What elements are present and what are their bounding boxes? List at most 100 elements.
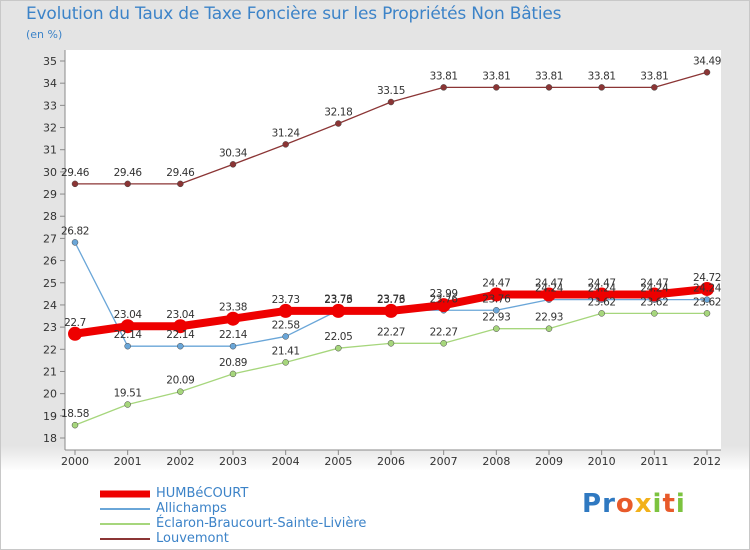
data-point: [71, 421, 79, 429]
data-point: [493, 325, 500, 332]
data-point: [177, 388, 184, 395]
data-label: 31.24: [272, 127, 301, 139]
data-point: [282, 333, 289, 340]
data-point: [440, 340, 447, 347]
y-tick-label: 33: [43, 99, 57, 112]
legend-label-louvemont: Louvemont: [156, 531, 229, 546]
legend-item: Allichamps: [100, 501, 366, 516]
y-tick-label: 23: [43, 321, 57, 334]
data-point: [282, 359, 289, 366]
data-label: 24.24: [640, 283, 669, 295]
y-tick-label: 25: [43, 277, 57, 290]
data-label: 22.27: [430, 326, 458, 338]
data-point: [68, 326, 82, 341]
x-tick-label: 2000: [61, 455, 89, 468]
data-point: [651, 84, 658, 91]
data-point: [331, 303, 346, 318]
data-point: [71, 239, 79, 246]
y-tick-label: 20: [43, 388, 57, 401]
x-tick-label: 2002: [166, 455, 194, 468]
y-tick-label: 31: [43, 144, 57, 157]
data-point: [124, 180, 131, 188]
x-tick-label: 2008: [482, 455, 510, 468]
data-label: 30.34: [219, 147, 248, 159]
data-label: 29.46: [166, 167, 195, 179]
data-point: [124, 342, 131, 350]
data-label: 21.41: [272, 345, 300, 357]
data-point: [545, 325, 553, 332]
data-point: [594, 287, 609, 302]
data-point: [229, 161, 237, 168]
data-label: 23.76: [482, 293, 511, 305]
data-label: 23.73: [377, 294, 405, 306]
y-tick-label: 32: [43, 122, 57, 135]
proxiti-logo: Proxiti: [582, 489, 686, 519]
data-label: 22.93: [535, 312, 563, 324]
data-label: 33.81: [588, 70, 616, 82]
data-point: [278, 303, 293, 318]
y-tick-label: 26: [43, 255, 57, 268]
data-label: 33.81: [535, 70, 563, 82]
data-label: 22.27: [377, 326, 405, 338]
data-label: 18.58: [61, 408, 89, 420]
data-point: [177, 180, 184, 188]
logo-text: Proxiti: [582, 489, 686, 519]
data-label: 23.04: [114, 309, 143, 321]
y-tick-label: 30: [43, 166, 57, 179]
x-tick-label: 2004: [272, 455, 300, 468]
data-point: [229, 370, 237, 378]
data-point: [173, 319, 188, 334]
legend-item: Louvemont: [100, 531, 366, 546]
data-point: [647, 287, 662, 302]
x-tick-label: 2007: [430, 455, 458, 468]
data-point: [71, 180, 79, 188]
y-tick-label: 34: [43, 77, 57, 90]
data-point: [282, 141, 289, 148]
data-label: 22.14: [166, 329, 195, 341]
y-tick-label: 21: [43, 365, 57, 378]
data-point: [598, 310, 605, 317]
data-label: 23.62: [588, 296, 616, 308]
x-tick-label: 2012: [693, 455, 721, 468]
data-label: 29.46: [114, 167, 143, 179]
legend-item: HUMBéCOURT: [100, 486, 366, 501]
x-tick-label: 2009: [535, 455, 563, 468]
data-label: 33.15: [377, 85, 405, 97]
data-label: 23.73: [324, 294, 352, 306]
data-point: [493, 307, 500, 314]
data-label: 24.72: [693, 272, 721, 284]
data-point: [387, 98, 395, 106]
data-point: [703, 296, 711, 303]
data-point: [651, 310, 658, 317]
legend-label-eclaron: Éclaron-Braucourt-Sainte-Livière: [156, 516, 367, 531]
data-label: 23.73: [272, 294, 300, 306]
y-tick-label: 27: [43, 232, 57, 245]
data-point: [703, 310, 711, 317]
data-point: [124, 401, 131, 408]
data-label: 33.81: [482, 70, 510, 82]
data-label: 23.76: [430, 293, 459, 305]
data-label: 24.24: [535, 283, 564, 295]
data-point: [700, 281, 714, 296]
data-label: 23.62: [693, 296, 721, 308]
data-label: 26.82: [61, 225, 89, 237]
data-label: 33.81: [640, 70, 668, 82]
data-label: 23.76: [324, 293, 353, 305]
data-point: [493, 84, 500, 91]
legend-label-humbecourt: HUMBéCOURT: [156, 486, 249, 501]
y-tick-label: 35: [43, 55, 57, 68]
data-label: 23.99: [430, 288, 458, 300]
legend: HUMBéCOURT Allichamps Éclaron-Braucourt-…: [100, 486, 366, 546]
chart-title: Evolution du Taux de Taxe Foncière sur l…: [26, 4, 562, 24]
data-label: 23.38: [219, 302, 247, 314]
data-label: 32.18: [324, 107, 352, 119]
data-label: 24.24: [588, 283, 617, 295]
legend-item: Éclaron-Braucourt-Sainte-Livière: [100, 516, 366, 531]
data-label: 19.51: [114, 388, 142, 400]
unit-label: (en %): [26, 28, 63, 41]
data-label: 24.47: [588, 278, 616, 290]
x-tick-label: 2011: [640, 455, 668, 468]
plot-area: [65, 50, 721, 450]
data-label: 23.04: [166, 309, 195, 321]
